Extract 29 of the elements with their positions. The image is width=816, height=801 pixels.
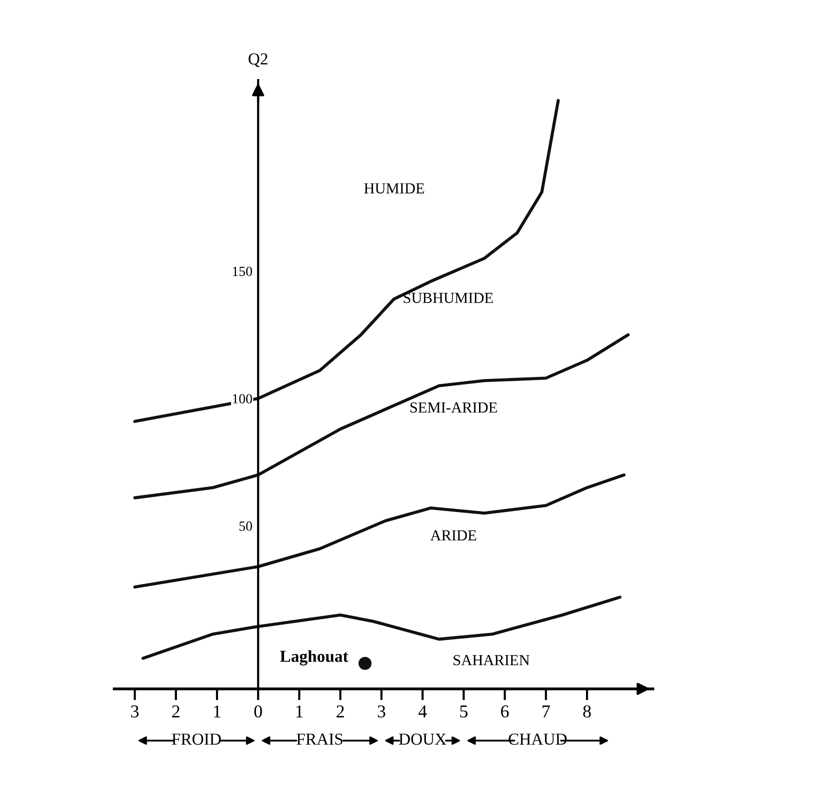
x-tick-label: 8	[583, 705, 591, 718]
y-tick-label: 100	[232, 394, 252, 404]
line-series	[133, 98, 560, 423]
x-tick-label: 2	[172, 705, 180, 718]
x-tick-label: 3	[378, 705, 386, 718]
y-tick-label: 50	[239, 521, 252, 531]
annotation: SUBHUMIDE	[404, 292, 493, 304]
y-axis-title: Q2	[248, 53, 268, 68]
line-series	[133, 333, 630, 500]
x-tick-label: 1	[296, 705, 303, 718]
x-tick-label: 1	[214, 705, 220, 718]
text: FROID	[172, 734, 221, 745]
x-tick-label: 6	[501, 705, 509, 718]
text: DOUX	[398, 734, 446, 745]
annotation: ARIDE	[430, 530, 476, 540]
y-tick-label: 150	[232, 266, 252, 276]
series-label: Laghouat	[280, 650, 348, 666]
x-tick-label: 0	[254, 705, 262, 718]
line-series	[133, 473, 626, 589]
text: FRAIS	[296, 734, 342, 745]
text: CHAUD	[508, 734, 567, 745]
x-tick-label: 5	[460, 706, 468, 718]
annotation: HUMIDE	[364, 183, 424, 194]
annotation: SEMI-ARIDE	[410, 402, 497, 413]
x-tick-label: 7	[542, 706, 550, 718]
x-tick-label: 2	[336, 705, 344, 718]
x-tick-label: 3	[131, 705, 139, 718]
annotation: SAHARIEN	[454, 655, 530, 666]
x-tick-label: 4	[418, 705, 427, 718]
